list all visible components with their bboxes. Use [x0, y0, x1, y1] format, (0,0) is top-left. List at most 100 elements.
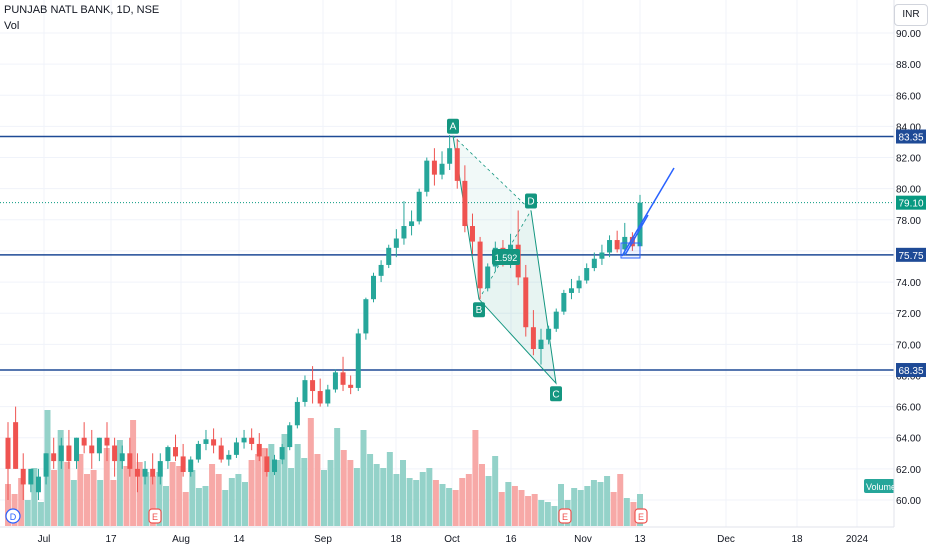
candle-body — [530, 327, 536, 350]
candle-body — [599, 252, 605, 259]
currency-button[interactable]: INR — [894, 4, 928, 26]
volume-indicator-label[interactable]: Vol — [4, 20, 20, 32]
volume-bar — [446, 488, 453, 526]
level-price-tag — [896, 129, 926, 144]
volume-bar — [518, 490, 525, 526]
volume-bar — [393, 474, 400, 526]
volume-bar — [143, 472, 150, 526]
candle-body — [294, 401, 300, 426]
volume-bar — [623, 498, 630, 526]
volume-bar — [617, 474, 624, 526]
candle-body — [142, 468, 148, 477]
y-axis-tick: 64.00 — [896, 434, 921, 445]
candle-body — [264, 456, 270, 472]
candle-body — [104, 437, 110, 446]
volume-bar — [334, 428, 341, 526]
volume-bar — [274, 460, 281, 526]
pattern-fill — [453, 135, 531, 300]
candle-body — [477, 241, 483, 289]
volume-bar — [110, 480, 117, 526]
dividend-marker — [5, 508, 21, 524]
volume-badge-label: Volume — [866, 482, 896, 492]
x-axis-tick: 16 — [505, 534, 517, 545]
candle-body — [431, 160, 437, 175]
candle-body — [409, 221, 415, 227]
volume-bar — [426, 468, 433, 526]
level-price-tag — [896, 247, 926, 262]
candle-body — [150, 468, 156, 477]
volume-bar — [228, 478, 235, 526]
candle-body — [523, 277, 529, 328]
candle-body — [35, 476, 41, 493]
candle-body — [279, 447, 285, 460]
candle-body — [165, 447, 171, 462]
candle-body — [538, 339, 544, 350]
candle-body — [393, 238, 399, 248]
pattern-dashed-line — [478, 210, 532, 300]
volume-bar — [288, 468, 295, 526]
volume-bar — [373, 464, 380, 526]
volume-bar — [222, 490, 229, 526]
pattern-ratio-badge — [492, 249, 520, 265]
volume-bar — [123, 466, 130, 526]
volume-bar — [294, 444, 301, 526]
volume-bar — [182, 492, 189, 526]
x-axis-tick: 14 — [233, 534, 245, 545]
candle-body — [584, 268, 590, 281]
volume-bar — [195, 488, 202, 526]
volume-bar — [360, 430, 367, 526]
volume-bar — [248, 460, 255, 526]
volume-bar — [590, 480, 597, 526]
candle-body — [355, 333, 361, 388]
volume-bar — [630, 502, 637, 526]
volume-bar — [531, 494, 538, 526]
event-marker-label: E — [562, 512, 568, 522]
volume-bar — [505, 482, 512, 526]
x-axis-tick: Aug — [172, 534, 190, 545]
event-marker-label: E — [152, 512, 158, 522]
candle-body — [485, 266, 491, 289]
y-axis-panel — [894, 0, 932, 550]
volume-bar — [406, 478, 413, 526]
y-axis-tick: 72.00 — [896, 309, 921, 320]
candle-body — [317, 391, 323, 404]
y-axis-tick: 90.00 — [896, 29, 921, 40]
candle-body — [553, 311, 559, 329]
y-axis-tick: 80.00 — [896, 185, 921, 196]
pattern-point-badge — [447, 118, 459, 134]
volume-bar — [70, 480, 77, 526]
event-marker-label: E — [638, 512, 644, 522]
earnings-marker — [634, 508, 648, 524]
volume-bar — [18, 478, 25, 526]
volume-bar — [538, 500, 545, 526]
x-axis-tick: 13 — [634, 534, 646, 545]
candle-body — [462, 180, 468, 227]
pattern-point-label: D — [527, 196, 534, 207]
candle-body — [272, 459, 278, 472]
symbol-title[interactable]: PUNJAB NATL BANK, 1D, NSE — [4, 4, 160, 16]
candle-body — [211, 439, 217, 446]
volume-bar — [149, 476, 156, 526]
earnings-marker — [558, 508, 572, 524]
y-axis-tick: 82.00 — [896, 154, 921, 165]
y-axis-tick: 78.00 — [896, 216, 921, 227]
volume-bar — [400, 460, 406, 526]
candle-body — [447, 148, 453, 164]
volume-bar — [301, 458, 308, 526]
last-price-tag — [896, 195, 926, 210]
volume-bar — [130, 420, 137, 526]
volume-bar — [24, 500, 31, 526]
volume-bar — [116, 440, 123, 526]
volume-bar — [571, 488, 578, 526]
trend-line — [624, 214, 649, 256]
candle-body — [424, 160, 430, 192]
y-axis-tick: 86.00 — [896, 91, 921, 102]
candle-body — [561, 292, 567, 312]
y-axis-tick: 60.00 — [896, 496, 921, 507]
candle-body — [173, 447, 179, 457]
candle-body — [74, 437, 80, 462]
y-axis-tick: 66.00 — [896, 403, 921, 414]
volume-bar — [255, 454, 262, 526]
candle-body — [66, 445, 72, 462]
